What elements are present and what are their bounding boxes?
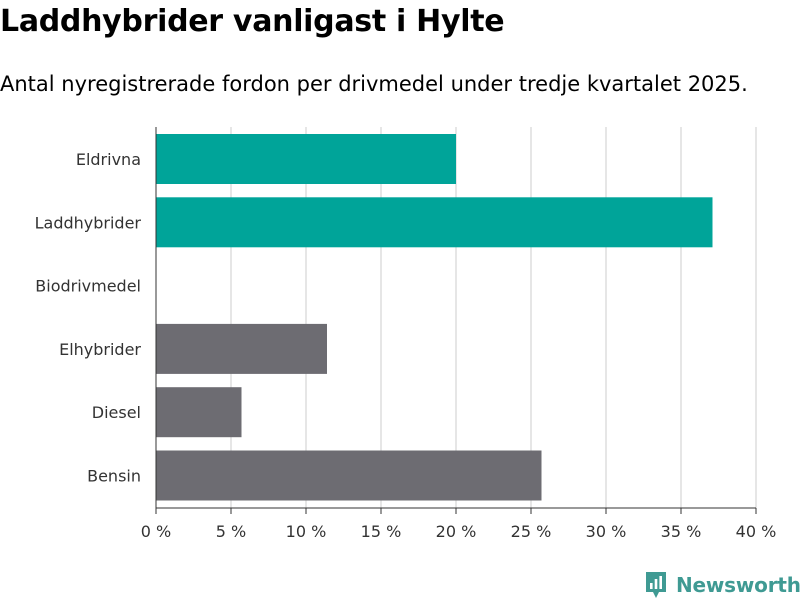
x-tick-label: 40 % <box>736 522 777 541</box>
chart-title: Laddhybrider vanligast i Hylte <box>0 4 505 39</box>
x-tick-labels: 0 % 5 % 10 % 15 % 20 % 25 % 30 % 35 % 40 % <box>141 522 777 541</box>
category-label: Eldrivna <box>76 150 141 169</box>
category-labels: Eldrivna Laddhybrider Biodrivmedel Elhybrid… <box>35 150 142 486</box>
brand-name: Newsworthy <box>676 573 800 597</box>
x-tick-label: 15 % <box>361 522 402 541</box>
x-tick-label: 20 % <box>436 522 477 541</box>
chart-subtitle: Antal nyregistrerade fordon per drivmede… <box>0 72 748 96</box>
gridlines <box>230 127 757 508</box>
x-tick-label: 30 % <box>586 522 627 541</box>
x-axis <box>155 127 757 514</box>
bar <box>156 197 713 248</box>
category-label: Bensin <box>87 467 141 486</box>
category-label: Diesel <box>92 403 141 422</box>
x-tick-label: 5 % <box>216 522 246 541</box>
x-tick-label: 10 % <box>286 522 327 541</box>
bar <box>156 387 242 438</box>
x-tick-label: 35 % <box>661 522 702 541</box>
bar <box>156 323 327 374</box>
brand-logo: Newsworthy <box>644 570 800 600</box>
category-label: Elhybrider <box>59 340 141 359</box>
category-label: Laddhybrider <box>35 213 142 232</box>
category-label: Biodrivmedel <box>35 277 141 296</box>
x-tick-label: 0 % <box>141 522 171 541</box>
bar <box>156 134 456 184</box>
x-tick-label: 25 % <box>511 522 552 541</box>
newsworthy-logo-icon <box>646 572 666 598</box>
bar <box>156 450 542 501</box>
bars <box>156 134 713 501</box>
